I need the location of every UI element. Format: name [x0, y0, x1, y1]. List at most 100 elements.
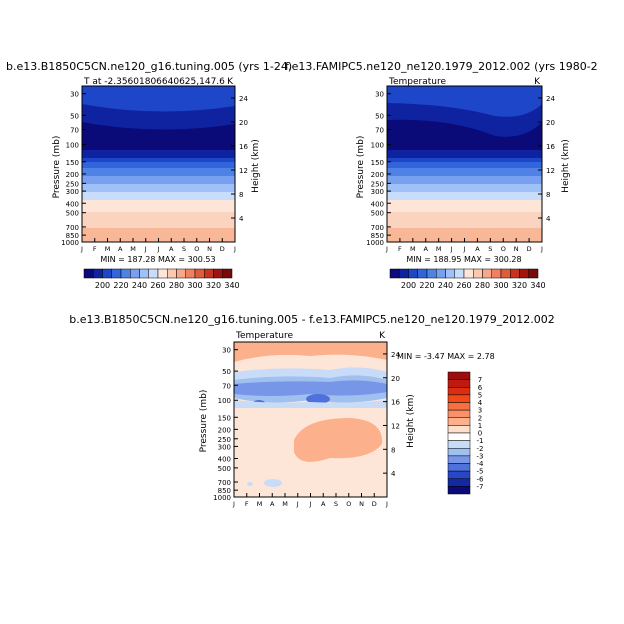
p1-xtick-label: M [130, 245, 136, 253]
p1-y2tick-label: 16 [239, 143, 248, 151]
p2-colorbar-swatch [454, 268, 465, 279]
panel-2-field [387, 86, 542, 242]
p3-ytick-label: 50 [222, 368, 231, 376]
p1-ytick-label: 70 [70, 127, 79, 135]
p1-colorbar-swatch [139, 268, 149, 279]
p1-colorbar-label: 320 [206, 281, 221, 290]
p2-ytick-label: 850 [371, 232, 384, 240]
p3-colorbar-label: 4 [478, 399, 483, 407]
p3-xtick-label: O [346, 500, 351, 508]
p1-colorbar-swatch [130, 268, 140, 279]
p3-xtick-label: D [372, 500, 377, 508]
p2-ytick-label: 700 [371, 224, 384, 232]
p1-y2tick-label: 4 [239, 215, 244, 223]
p2-ytick-label: 70 [375, 127, 384, 135]
p2-xtick-label: M [436, 245, 442, 253]
p2-xtick-label: A [424, 245, 429, 253]
p3-ytick-label: 400 [218, 455, 231, 463]
p3-ytick-label: 200 [218, 426, 231, 434]
p3-y2tick-label: 12 [391, 422, 400, 430]
p2-colorbar-swatch [528, 268, 539, 279]
panel-1-stats: MIN = 187.28 MAX = 300.53 [100, 255, 215, 264]
p2-colorbar-swatch [417, 268, 428, 279]
p1-colorbar-label: 200 [95, 281, 110, 290]
p3-colorbar-label: -5 [477, 468, 484, 476]
p1-colorbar-swatch [167, 268, 177, 279]
p2-colorbar-swatch [436, 268, 446, 279]
p3-ytick-label: 150 [218, 414, 231, 422]
p3-xtick-label: S [334, 500, 338, 508]
p3-xtick-label: J [385, 500, 388, 508]
p1-colorbar-swatch [120, 268, 131, 279]
p2-colorbar-label: 260 [456, 281, 471, 290]
p3-y2tick-label: 20 [391, 375, 400, 383]
panel-2-y2label: Height (km) [561, 139, 571, 193]
p2-xtick-label: F [398, 245, 402, 253]
panel-1-subtitle: T at -2.35601806640625,147.6 [83, 77, 225, 87]
p3-colorbar-swatch [447, 455, 471, 464]
p1-xtick-label: J [80, 245, 83, 253]
p2-xtick-label: N [514, 245, 519, 253]
panel-3-ylabel: Pressure (mb) [199, 390, 209, 453]
p3-xtick-label: F [245, 500, 249, 508]
p2-y2tick-label: 20 [546, 119, 555, 127]
p3-colorbar-swatch [447, 486, 471, 495]
p2-colorbar-swatch [408, 268, 418, 279]
p2-xtick-label: J [540, 245, 543, 253]
p3-ytick-label: 250 [218, 436, 231, 444]
p2-colorbar-label: 200 [401, 281, 416, 290]
p3-colorbar-label: 6 [478, 384, 483, 392]
panel-2-colorbar: 200 220 240 260 280 300 320 340 [389, 268, 546, 290]
p2-ytick-label: 200 [371, 171, 384, 179]
p2-y2tick-label: 12 [546, 167, 555, 175]
panel-2-subtitle: Temperature [388, 77, 446, 87]
p3-xtick-label: N [359, 500, 364, 508]
p3-colorbar-swatch [447, 425, 471, 434]
p2-xtick-label: S [488, 245, 492, 253]
p1-colorbar-swatch [93, 268, 103, 279]
p1-ytick-label: 30 [70, 91, 79, 99]
p3-ytick-label: 1000 [213, 494, 231, 502]
p1-ytick-label: 1000 [61, 239, 79, 247]
p1-xtick-label: D [220, 245, 225, 253]
p1-colorbar-swatch [157, 268, 168, 279]
p1-colorbar-swatch [83, 268, 94, 279]
p2-y2tick-label: 24 [546, 95, 555, 103]
panel-3-subtitle: Temperature [235, 331, 293, 341]
p1-ytick-label: 100 [66, 142, 79, 150]
p3-colorbar-swatch [447, 417, 471, 426]
p2-colorbar-swatch [389, 268, 400, 279]
p3-colorbar-label: -3 [477, 452, 484, 460]
p3-colorbar-swatch [447, 463, 471, 472]
p3-colorbar-swatch [447, 478, 471, 487]
panel-1-y2label: Height (km) [251, 139, 261, 193]
p1-y2tick-label: 20 [239, 119, 248, 127]
p3-y2tick-label: 4 [391, 470, 396, 478]
p1-ytick-label: 400 [66, 200, 79, 208]
p3-ytick-label: 100 [218, 397, 231, 405]
p3-colorbar-swatch [447, 470, 471, 479]
p3-colorbar-swatch [447, 402, 471, 411]
p2-colorbar-label: 300 [493, 281, 508, 290]
p1-colorbar-label: 300 [187, 281, 202, 290]
panel-2-ylabel: Pressure (mb) [356, 136, 366, 199]
panel-1-ylabel: Pressure (mb) [52, 136, 62, 199]
p3-y2tick-label: 24 [391, 351, 400, 359]
p1-xtick-label: S [182, 245, 186, 253]
p1-ytick-label: 250 [66, 180, 79, 188]
p2-ytick-label: 300 [371, 188, 384, 196]
p1-colorbar-label: 280 [169, 281, 184, 290]
p2-y2tick-label: 4 [546, 215, 551, 223]
p1-colorbar-swatch [204, 268, 214, 279]
p2-ytick-label: 1000 [366, 239, 384, 247]
p1-ytick-label: 700 [66, 224, 79, 232]
p1-xtick-label: F [93, 245, 97, 253]
p3-colorbar-label: -4 [477, 460, 485, 468]
p3-colorbar-label: 3 [478, 407, 482, 415]
p1-y2tick-label: 24 [239, 95, 248, 103]
p1-colorbar-label: 260 [150, 281, 165, 290]
p3-ytick-label: 70 [222, 382, 231, 390]
p3-colorbar-label: 5 [478, 391, 482, 399]
